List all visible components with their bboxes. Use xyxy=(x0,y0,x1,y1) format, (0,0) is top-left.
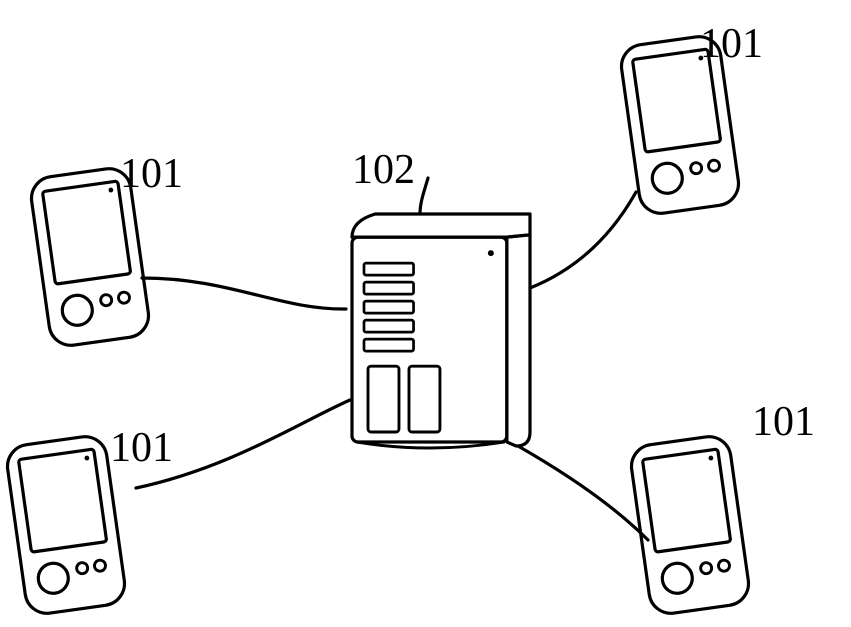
connection-line xyxy=(142,278,346,309)
device-label: 101 xyxy=(110,424,173,472)
server xyxy=(352,214,530,448)
device-label: 101 xyxy=(752,398,815,446)
label-leader-line xyxy=(420,178,428,214)
server-label: 102 xyxy=(352,146,415,194)
mobile-device xyxy=(5,434,128,616)
mobile-device xyxy=(629,434,752,616)
connection-line xyxy=(518,446,648,540)
connection-line xyxy=(530,192,636,288)
device-label: 101 xyxy=(700,20,763,68)
device-label: 101 xyxy=(120,150,183,198)
